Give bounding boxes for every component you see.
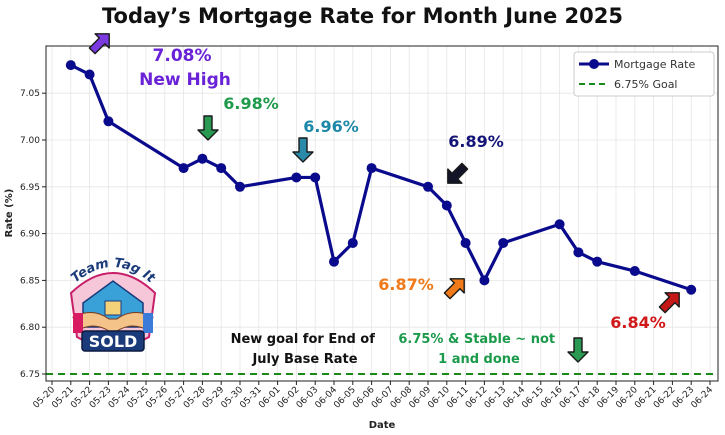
legend-mortgage-label: Mortgage Rate: [614, 58, 695, 71]
mortgage-rate-point: [216, 163, 227, 174]
mortgage-rate-point: [554, 219, 565, 230]
mortgage-rate-point: [178, 163, 189, 174]
legend-mortgage-marker: [589, 59, 599, 69]
696-arrow-icon: [292, 137, 314, 163]
mortgage-rate-point: [441, 200, 452, 211]
mortgage-rate-point: [573, 247, 584, 258]
annotation-stable-line-1: 6.75% & Stable ~ not: [398, 332, 555, 347]
arrows: [88, 33, 680, 363]
x-axis: 05-2005-2105-2205-2305-2405-2505-2605-27…: [32, 381, 716, 411]
legend: Mortgage Rate 6.75% Goal: [573, 51, 715, 97]
mortgage-rate-point: [235, 181, 245, 192]
mortgage-rate-point: [366, 163, 377, 174]
mortgage-rate-point: [197, 153, 208, 164]
annotation-689: 6.89%: [448, 132, 504, 151]
mortgage-rate-point: [65, 60, 76, 71]
y-axis-title: Rate (%): [4, 189, 15, 238]
y-tick-label: 7.05: [20, 89, 40, 99]
mortgage-rate-point: [498, 237, 509, 248]
annotation-684: 6.84%: [610, 313, 666, 332]
mortgage-rate-point: [479, 275, 490, 286]
684-arrow-icon: [658, 292, 680, 314]
annotation-stable: 6.75% & Stable ~ not 1 and done: [398, 332, 559, 367]
annotations: 7.08% New High 6.98% 6.96% 6.89% 6.87% 6…: [139, 46, 666, 367]
annotation-stable-line-2: 1 and done: [438, 352, 520, 367]
y-tick-label: 6.80: [20, 323, 40, 333]
annotation-goal-end-july: New goal for End of July Base Rate: [231, 332, 380, 367]
team-tag-it-logo: SOLD Team Tag It: [68, 256, 158, 352]
mortgage-rate-point: [592, 256, 603, 267]
mortgage-rate-point: [84, 69, 95, 80]
annotation-687: 6.87%: [378, 275, 434, 294]
mortgage-rate-point: [347, 237, 358, 248]
mortgage-rate-point: [310, 172, 321, 183]
logo-sold-text: SOLD: [89, 332, 138, 351]
y-tick-label: 6.90: [20, 230, 40, 240]
plot-frame: [45, 45, 719, 382]
mortgage-rate-point: [460, 237, 471, 248]
mortgage-rate-point: [329, 256, 339, 267]
annotation-high: 7.08% New High: [139, 46, 231, 90]
annotation-698: 6.98%: [223, 94, 279, 113]
698-arrow-icon: [197, 115, 219, 141]
series-layer: [65, 60, 697, 295]
high-arrow-icon: [88, 33, 110, 55]
689-arrow-icon: [447, 162, 469, 184]
annotation-high-line-1: 7.08%: [153, 46, 212, 66]
mortgage-rate-point: [291, 172, 302, 183]
y-tick-label: 6.85: [20, 276, 40, 286]
annotation-goal-line-1: New goal for End of: [231, 332, 376, 347]
y-tick-label: 7.00: [20, 136, 40, 146]
mortgage-rate-point: [423, 181, 433, 192]
687-arrow-icon: [443, 278, 465, 300]
stable-arrow-icon: [567, 337, 589, 363]
y-tick-label: 6.95: [20, 183, 40, 193]
mortgage-rate-point: [629, 266, 640, 277]
legend-goal-label: 6.75% Goal: [614, 78, 678, 91]
x-axis-title: Date: [369, 420, 396, 431]
chart-title: Today’s Mortgage Rate for Month June 202…: [102, 4, 623, 28]
mortgage-rate-point: [686, 284, 697, 295]
annotation-goal-line-2: July Base Rate: [251, 352, 357, 367]
annotation-high-line-2: New High: [139, 70, 231, 90]
y-tick-label: 6.75: [20, 370, 40, 380]
annotation-696: 6.96%: [303, 117, 359, 136]
grid: [46, 46, 718, 381]
mortgage-rate-line: [70, 63, 692, 292]
x-tick-label: 06-24: [690, 385, 716, 411]
mortgage-rate-point: [103, 116, 114, 127]
y-axis: 6.75 6.80 6.85 6.90 6.95 7.00 7.05: [20, 89, 46, 380]
